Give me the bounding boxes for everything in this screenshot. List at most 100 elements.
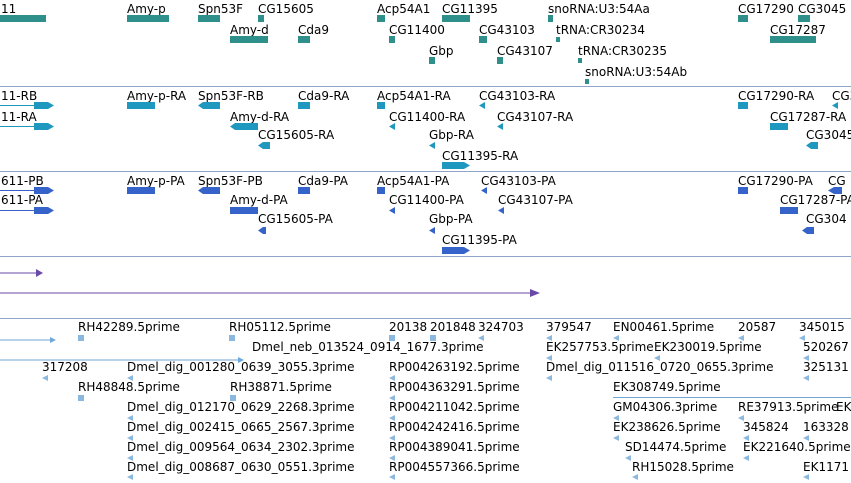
protein-feature[interactable] <box>481 187 489 194</box>
protein-feature[interactable] <box>298 187 312 194</box>
gene-label[interactable]: CG17290 <box>738 2 794 16</box>
gene-label[interactable]: Gbp <box>429 44 454 58</box>
est-feature[interactable] <box>389 435 397 441</box>
est-feature[interactable] <box>803 474 811 480</box>
gene-label[interactable]: CG43107 <box>497 44 553 58</box>
protein-label[interactable]: CG304 <box>806 212 847 226</box>
transcript-feature[interactable] <box>479 102 487 109</box>
est-label[interactable]: 324703 <box>478 320 524 334</box>
est-label[interactable]: Dmel_dig_008687_0630_0551.3prime <box>127 460 355 474</box>
gene-label[interactable]: CG17287 <box>770 23 826 37</box>
est-feature[interactable] <box>654 355 662 361</box>
est-feature[interactable] <box>613 335 621 341</box>
est-label[interactable]: RH15028.5prime <box>632 460 734 474</box>
est-feature[interactable] <box>625 455 633 461</box>
est-feature[interactable] <box>389 395 397 401</box>
est-label[interactable]: RH42289.5prime <box>78 320 180 334</box>
est-feature[interactable] <box>613 397 851 399</box>
est-label[interactable]: EK238626.5prime <box>613 420 721 434</box>
est-label[interactable]: 163328 <box>803 420 849 434</box>
transcript-label[interactable]: Amy-d-RA <box>230 110 290 124</box>
est-feature[interactable] <box>0 357 246 363</box>
protein-label[interactable]: CG43103-PA <box>481 174 556 188</box>
gene-feature[interactable] <box>442 15 472 22</box>
est-feature[interactable] <box>546 355 554 361</box>
est-feature[interactable] <box>803 355 811 361</box>
transcript-feature[interactable] <box>298 102 312 109</box>
est-feature[interactable] <box>632 474 640 480</box>
protein-label[interactable]: Cda9-PA <box>298 174 348 188</box>
gene-feature[interactable] <box>377 15 387 22</box>
est-label[interactable]: 345824 <box>743 420 789 434</box>
protein-feature[interactable] <box>258 227 268 234</box>
est-feature[interactable] <box>42 375 50 381</box>
est-label[interactable]: RH48848.5prime <box>78 380 180 394</box>
protein-feature[interactable] <box>498 207 506 214</box>
est-label[interactable]: EK230019.5prime <box>654 340 762 354</box>
est-label[interactable]: 317208 <box>42 360 88 374</box>
est-label[interactable]: GM04306.3prime <box>613 400 718 414</box>
transcript-label[interactable]: CG17287-RA <box>770 110 847 124</box>
protein-feature[interactable] <box>442 247 472 254</box>
est-label[interactable]: RP004211042.5prime <box>389 400 520 414</box>
est-feature[interactable] <box>230 395 238 401</box>
gene-feature[interactable] <box>479 36 489 43</box>
gene-label[interactable]: CG43103 <box>479 23 535 37</box>
transcript-feature[interactable] <box>770 123 790 130</box>
gene-label[interactable]: Amy-d <box>230 23 269 37</box>
protein-label[interactable]: CG17287-PA <box>780 193 851 207</box>
gene-label[interactable]: Acp54A1 <box>377 2 431 16</box>
est-feature[interactable] <box>803 375 811 381</box>
transcript-feature[interactable] <box>0 102 56 109</box>
est-feature[interactable] <box>738 335 746 341</box>
variation-feature[interactable] <box>0 269 44 277</box>
protein-feature[interactable] <box>127 187 157 194</box>
gene-label[interactable]: Cda9 <box>298 23 329 37</box>
transcript-label[interactable]: Gbp-RA <box>429 128 474 142</box>
est-feature[interactable] <box>0 337 58 343</box>
est-label[interactable]: Dmel_neb_013524_0914_1677.3prime <box>252 340 484 354</box>
protein-label[interactable]: CG11395-PA <box>442 233 517 247</box>
est-label[interactable]: 345015 <box>799 320 845 334</box>
gene-label[interactable]: snoRNA:U3:54Aa <box>548 2 650 16</box>
protein-feature[interactable] <box>0 187 56 194</box>
est-feature[interactable] <box>229 335 237 341</box>
gene-label[interactable]: CG15605 <box>258 2 314 16</box>
protein-feature[interactable] <box>389 207 397 214</box>
est-feature[interactable] <box>389 375 397 381</box>
protein-feature[interactable] <box>802 227 816 234</box>
est-feature[interactable] <box>127 415 135 421</box>
est-label[interactable]: 20587 <box>738 320 777 334</box>
gene-label[interactable]: CG11395 <box>442 2 498 16</box>
est-label[interactable]: RP004363291.5prime <box>389 380 520 394</box>
est-feature[interactable] <box>478 335 486 341</box>
protein-label[interactable]: CG <box>828 174 846 188</box>
est-label[interactable]: EK1171 <box>803 460 849 474</box>
protein-label[interactable]: CG43107-PA <box>498 193 573 207</box>
est-feature[interactable] <box>613 435 621 441</box>
transcript-label[interactable]: Acp54A1-RA <box>377 89 451 103</box>
est-label[interactable]: Dmel_dig_012170_0629_2268.3prime <box>127 400 355 414</box>
est-label[interactable]: RE37913.5prime <box>738 400 839 414</box>
transcript-feature[interactable] <box>0 123 56 130</box>
gene-feature[interactable] <box>497 57 505 64</box>
transcript-label[interactable]: Cda9-RA <box>298 89 350 103</box>
gene-label[interactable]: CG3045 <box>798 2 847 16</box>
est-feature[interactable] <box>738 415 746 421</box>
est-feature[interactable] <box>389 455 397 461</box>
gene-feature[interactable] <box>198 15 222 22</box>
transcript-feature[interactable] <box>442 162 472 169</box>
est-feature[interactable] <box>743 435 751 441</box>
transcript-feature[interactable] <box>389 123 397 130</box>
gene-feature[interactable] <box>585 79 591 84</box>
est-label[interactable]: Dmel_dig_002415_0665_2567.3prime <box>127 420 355 434</box>
protein-label[interactable]: Amy-p-PA <box>127 174 185 188</box>
protein-label[interactable]: Acp54A1-PA <box>377 174 450 188</box>
est-label[interactable]: EK <box>836 400 851 414</box>
est-feature[interactable] <box>389 415 397 421</box>
gene-feature[interactable] <box>258 15 266 22</box>
gene-feature[interactable] <box>0 15 48 22</box>
est-feature[interactable] <box>546 335 554 341</box>
est-label[interactable]: RP004389041.5prime <box>389 440 520 454</box>
protein-feature[interactable] <box>429 227 437 234</box>
